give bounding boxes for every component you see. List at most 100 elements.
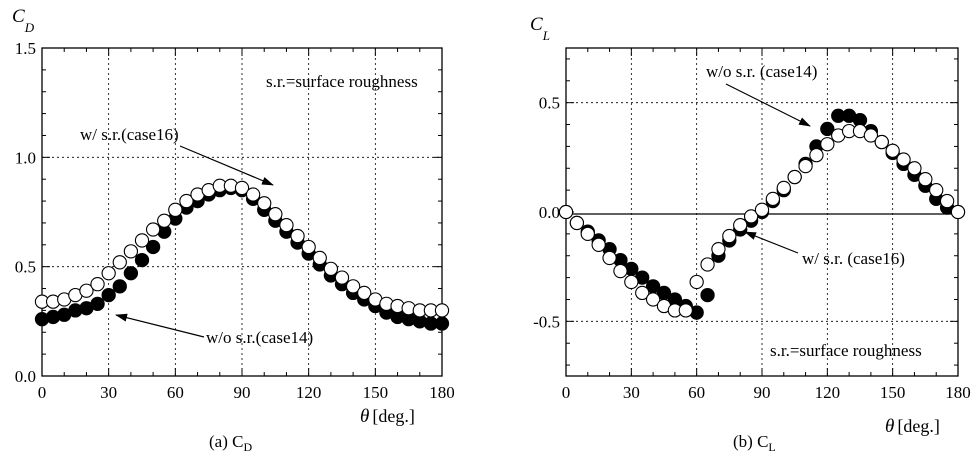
y-tick-label: 0.5 [15, 258, 36, 277]
y-tick-label: 1.0 [15, 148, 36, 167]
open-series-arrow [179, 145, 274, 186]
open-data-point [776, 180, 791, 196]
x-tick-label: 180 [429, 383, 455, 402]
y-tick-label: -0.5 [533, 312, 560, 331]
open-data-point [134, 233, 150, 248]
open-data-point [722, 228, 737, 244]
y-tick-label: 1.5 [15, 39, 36, 58]
filled-data-point [112, 279, 127, 294]
x-tick-label: 150 [363, 383, 389, 402]
open-data-point [950, 204, 966, 220]
open-series-arrow [744, 231, 799, 254]
panel-b-data-points [558, 108, 966, 320]
panel-b-open-series-label: w/ s.r. (case16) [802, 249, 905, 268]
open-data-point [591, 237, 606, 252]
open-data-point [112, 255, 127, 270]
open-data-point [765, 191, 781, 207]
panel-b-filled-series-label: w/o s.r. (case14) [706, 62, 817, 81]
panel-a-plot-frame [41, 47, 443, 377]
x-tick-label: 180 [945, 383, 971, 402]
open-data-point [234, 180, 250, 196]
open-data-point [558, 204, 574, 220]
open-data-point [168, 202, 183, 217]
panel-a-legend-note: s.r.=surface roughness [266, 72, 418, 91]
open-data-point [711, 242, 726, 257]
panel-a-gridlines [42, 48, 442, 376]
filled-data-point [134, 252, 150, 268]
open-data-point [279, 217, 294, 233]
open-data-point [885, 143, 900, 158]
open-data-point [323, 261, 339, 277]
open-data-point [90, 277, 105, 292]
open-data-point [245, 187, 261, 202]
open-data-point [290, 228, 305, 244]
filled-data-point [434, 316, 450, 331]
open-data-point [312, 250, 327, 266]
open-data-point [268, 207, 283, 222]
filled-data-point [101, 287, 116, 303]
panel-b-annotation-arrows [725, 83, 811, 254]
open-data-point [863, 128, 879, 143]
panel-a-open-series-label: w/ s.r.(case16) [80, 125, 179, 144]
panel-a-tick-labels: 0 30 60 90 120 150 180 0.0 0.5 1.0 1.5 [15, 39, 455, 402]
open-data-point [743, 209, 759, 224]
open-data-point [123, 244, 139, 259]
open-data-point [645, 292, 661, 307]
panel-a-filled-series-label: w/o s.r.(case14) [206, 328, 313, 347]
panel-b-y-axis-label: CL [530, 14, 550, 43]
filled-series-arrow [725, 83, 811, 127]
y-tick-label: 0.0 [539, 203, 560, 222]
open-data-point [874, 134, 889, 150]
filled-data-point [700, 287, 715, 303]
filled-data-point [123, 266, 139, 281]
panel-a-ticks [41, 47, 443, 377]
open-data-point [918, 172, 933, 187]
x-tick-label: 120 [815, 383, 841, 402]
open-data-point [79, 283, 94, 298]
open-data-point [179, 193, 194, 209]
open-data-point [820, 137, 835, 152]
open-data-point [754, 202, 770, 217]
open-data-point [334, 270, 350, 285]
panel-a-annotation-arrows [115, 145, 274, 338]
x-tick-label: 60 [167, 383, 184, 402]
open-data-point [896, 152, 911, 167]
open-data-point [929, 182, 944, 198]
y-tick-label: 0.5 [539, 94, 560, 113]
x-tick-label: 30 [100, 383, 117, 402]
open-data-point [101, 266, 116, 281]
open-data-point [700, 257, 715, 272]
open-data-point [635, 285, 650, 301]
open-data-point [357, 285, 372, 301]
open-data-point [569, 215, 585, 231]
panel-a-x-axis-label: θ [deg.] [360, 406, 415, 427]
open-data-point [939, 193, 955, 209]
open-data-point [787, 169, 802, 185]
open-data-point [434, 303, 450, 318]
open-data-point [613, 263, 628, 279]
filled-series-arrow [115, 313, 205, 338]
panel-b-tick-labels: 0 30 60 90 120 150 180 -0.5 0.0 0.5 [533, 94, 971, 402]
x-tick-label: 0 [38, 383, 47, 402]
panel-a-data-points [34, 178, 450, 331]
open-data-point [145, 222, 161, 237]
open-data-point [157, 213, 172, 228]
x-tick-label: 0 [562, 383, 571, 402]
filled-data-point [820, 121, 835, 137]
open-data-point [602, 250, 617, 266]
panel-a-caption: (a) CD [209, 432, 252, 454]
panel-b-legend-note: s.r.=surface roughness [770, 341, 922, 360]
open-data-point [907, 161, 922, 176]
open-data-point [678, 303, 693, 318]
y-tick-label: 0.0 [15, 367, 36, 386]
open-data-point [798, 158, 813, 174]
open-marker-series [34, 178, 450, 318]
x-tick-label: 60 [688, 383, 705, 402]
panel-a-y-axis-label: CD [12, 6, 35, 35]
open-data-point [580, 226, 595, 242]
x-tick-label: 90 [234, 383, 251, 402]
filled-data-point [145, 239, 161, 255]
x-tick-label: 150 [880, 383, 906, 402]
panel-b-x-axis-label: θ [deg.] [885, 416, 940, 437]
